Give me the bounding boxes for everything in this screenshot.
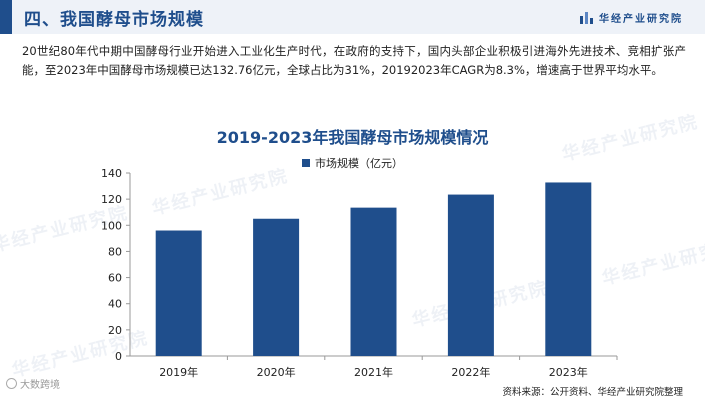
y-tick-label: 60 bbox=[108, 272, 122, 285]
corner-badge: 大数跨境 bbox=[6, 376, 60, 391]
legend-label: 市场规模（亿元） bbox=[315, 157, 403, 170]
intro-paragraph: 20世纪80年代中期中国酵母行业开始进入工业化生产时代，在政府的支持下，国内头部… bbox=[22, 44, 686, 77]
header-bar: 四、我国酵母市场规模 华经产业研究院 bbox=[0, 0, 705, 34]
bar bbox=[253, 218, 300, 356]
chart-title: 2019-2023年我国酵母市场规模情况 bbox=[216, 128, 489, 147]
bar bbox=[155, 230, 202, 356]
bar bbox=[350, 207, 397, 356]
brand: 华经产业研究院 bbox=[580, 10, 683, 25]
y-tick-label: 80 bbox=[108, 245, 122, 258]
y-tick-label: 140 bbox=[101, 167, 122, 180]
y-tick-label: 120 bbox=[101, 193, 122, 206]
bar bbox=[545, 182, 592, 356]
y-tick-label: 0 bbox=[115, 350, 122, 363]
x-tick-label: 2019年 bbox=[159, 365, 198, 379]
corner-badge-text: 大数跨境 bbox=[20, 380, 60, 391]
source-note: 资料来源：公开资料、华经产业研究院整理 bbox=[502, 387, 683, 398]
y-tick-label: 100 bbox=[101, 219, 122, 232]
x-tick-label: 2022年 bbox=[451, 365, 490, 379]
x-tick-label: 2023年 bbox=[549, 365, 588, 379]
chart-legend: 市场规模（亿元） bbox=[0, 155, 705, 171]
header-accent bbox=[0, 0, 12, 34]
x-tick-label: 2021年 bbox=[354, 365, 393, 379]
legend-swatch bbox=[302, 159, 310, 167]
section-title: 四、我国酵母市场规模 bbox=[24, 10, 204, 30]
brand-name: 华经产业研究院 bbox=[599, 14, 683, 25]
brand-logo-icon bbox=[580, 11, 593, 24]
y-tick-label: 20 bbox=[108, 324, 122, 337]
x-tick-label: 2020年 bbox=[257, 365, 296, 379]
y-tick-label: 40 bbox=[108, 298, 122, 311]
bar bbox=[447, 194, 494, 356]
badge-ring-icon bbox=[6, 378, 17, 389]
